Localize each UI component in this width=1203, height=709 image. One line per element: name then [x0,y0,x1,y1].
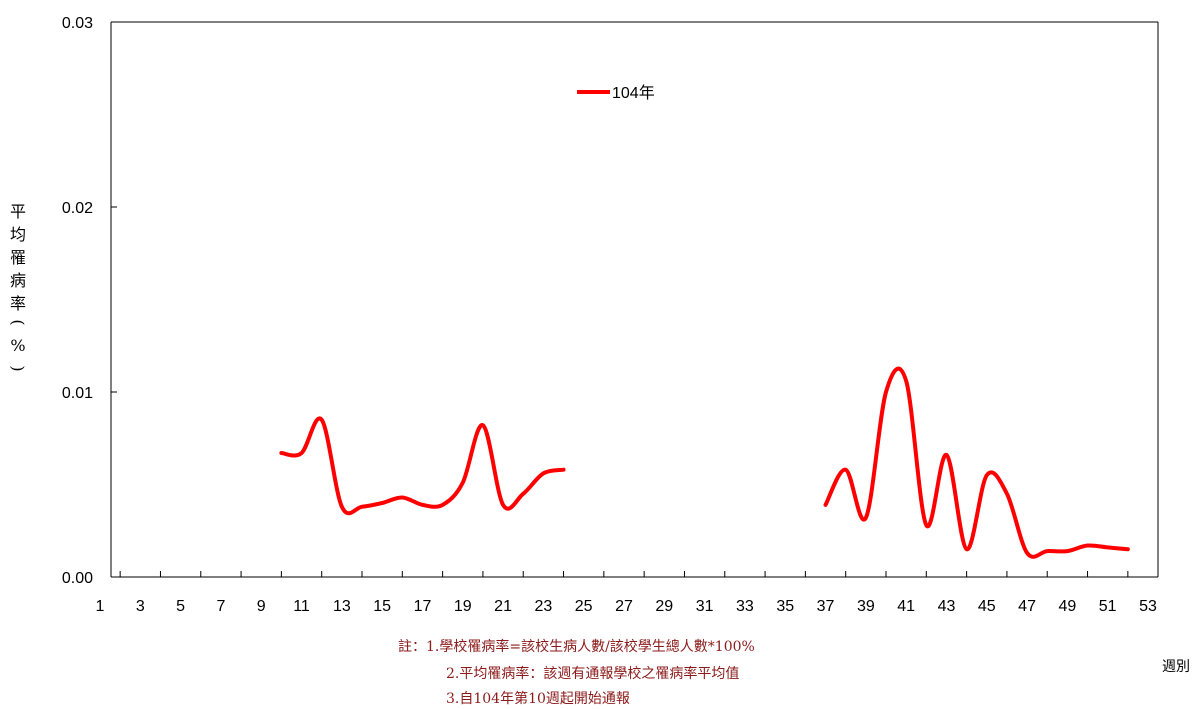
x-tick-label: 7 [216,598,225,615]
y-ticks: 0.00 0.01 0.02 0.03 [62,15,117,587]
x-tick-label: 3 [136,598,145,615]
legend-label: 104年 [612,84,655,102]
x-tick-label: 9 [257,598,266,615]
x-tick-label: 49 [1058,598,1076,615]
series-layer [279,366,1130,559]
x-tick-label: 27 [615,598,633,615]
y-axis-label-char: 率 [9,294,26,313]
x-tick-label: 23 [534,598,552,615]
x-tick-label: 15 [373,598,391,615]
x-tick-label: 39 [857,598,875,615]
x-tick-label: 17 [414,598,432,615]
x-tick-label: 41 [897,598,915,615]
x-tick-label: 43 [938,598,956,615]
x-tick-label: 25 [575,598,593,615]
series-line-segment-2 [823,366,1130,559]
y-axis-label-char: 均 [9,225,26,244]
y-tick-label: 0.00 [62,570,93,587]
note-line-3: 3.自104年第10週起開始通報 [446,691,630,707]
y-axis-label-char: ( [8,319,28,326]
x-tick-label: 31 [696,598,714,615]
x-tick-label: 37 [817,598,835,615]
note-line-2: 2.平均罹病率：該週有通報學校之罹病率平均值 [446,666,740,682]
x-tick-label: 19 [454,598,472,615]
y-tick-label: 0.01 [62,385,93,402]
x-tick-label: 1 [96,598,105,615]
x-tick-label: 35 [776,598,794,615]
y-tick-label: 0.02 [62,200,93,217]
y-axis-label-char: 罹 [9,248,26,267]
series-line-segment-1 [279,416,566,516]
note-line-1: 註：1.學校罹病率=該校生病人數/該校學生總人數*100% [398,639,755,655]
axes [110,21,1159,578]
x-tick-label: 11 [293,598,310,615]
x-tick-label: 13 [333,598,351,615]
x-tick-label: 5 [176,598,185,615]
x-tick-label: 33 [736,598,754,615]
x-tick-label: 53 [1139,598,1157,615]
x-ticks: 1 3 5 7 9 11 13 15 17 19 21 23 25 27 29 31 33 35 37 39 41 43 4… [96,571,1157,615]
x-axis-label: 週別 [1162,659,1190,675]
x-tick-label: 21 [494,598,512,615]
x-tick-label: 51 [1099,598,1117,615]
legend: 104年 [577,84,655,102]
y-axis-label-char: ) [8,365,28,372]
y-axis-label-char: 平 [9,202,26,221]
x-tick-label: 45 [978,598,996,615]
y-tick-label: 0.03 [62,15,93,32]
y-axis-label-char: 病 [9,271,26,290]
x-tick-label: 47 [1018,598,1036,615]
x-tick-label: 29 [655,598,673,615]
y-axis-label-char: % [10,336,26,355]
